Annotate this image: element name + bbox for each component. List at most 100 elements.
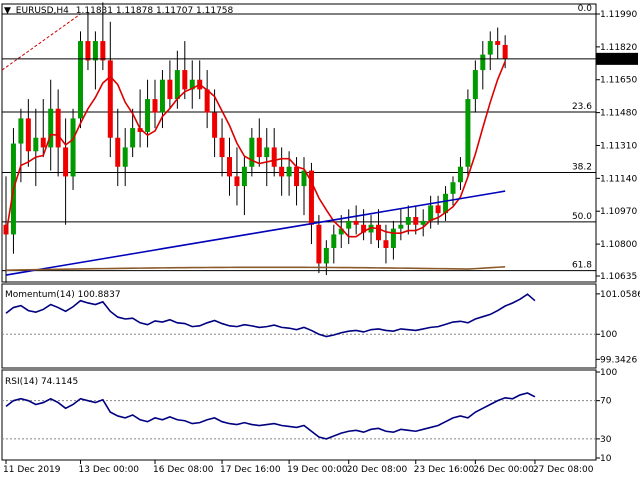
candle-body [450, 182, 456, 194]
time-tick-label: 27 Dec 08:00 [533, 465, 594, 475]
candle-body [353, 220, 359, 225]
time-tick-label: 17 Dec 16:00 [220, 465, 281, 475]
time-tick-label: 20 Dec 08:00 [347, 465, 408, 475]
candle-body [271, 147, 277, 167]
momentum-title: Momentum(14) 100.8837 [5, 290, 121, 300]
ohlc-label: 1.11831 1.11878 1.11707 1.11758 [76, 6, 234, 16]
candle-body [405, 217, 411, 225]
candle-body [219, 137, 225, 158]
candle-body [167, 79, 173, 100]
price-tick-label: 1.10635 [600, 272, 637, 282]
rsi-panel-frame [1, 369, 597, 461]
fast-moving-average-line [5, 61, 506, 238]
fib-label-38-2: 38.2 [572, 163, 592, 173]
price-tick-label: 1.11650 [600, 76, 637, 86]
candle-body [25, 118, 31, 152]
candle-body [227, 157, 232, 177]
fib-label-61-8: 61.8 [572, 261, 592, 271]
candle-body [70, 118, 76, 177]
rsi-tick-label: 70 [600, 397, 612, 407]
price-tick-label: 1.10800 [600, 240, 637, 250]
candle-body [159, 79, 165, 113]
candle-body [92, 41, 98, 61]
candle-body [241, 166, 247, 187]
time-tick-label: 11 Dec 2019 [3, 465, 61, 475]
candle-body [502, 44, 508, 59]
candle-body [78, 41, 83, 119]
candle-body [323, 247, 329, 264]
candle-body [85, 41, 91, 61]
candle-body [308, 170, 314, 225]
candle-body [495, 41, 501, 45]
candle-body [465, 99, 471, 167]
candle-body [264, 147, 270, 158]
price-tick-label: 1.11140 [600, 174, 637, 184]
rsi-tick-label: 100 [600, 368, 617, 378]
time-tick-label: 13 Dec 00:00 [79, 465, 140, 475]
candle-body [420, 220, 426, 225]
candle-body [40, 137, 46, 148]
candle-body [249, 137, 255, 167]
candle-body [346, 220, 352, 229]
candle-body [413, 217, 419, 225]
candle-body [100, 41, 106, 61]
candle-body [122, 147, 128, 167]
candle-body [390, 228, 396, 248]
candle-body [443, 193, 449, 214]
time-tick-label: 19 Dec 00:00 [287, 465, 348, 475]
candle-body [361, 224, 367, 233]
rsi-tick-label: 30 [600, 435, 612, 445]
candle-body [301, 170, 307, 187]
candle-body [115, 137, 121, 167]
time-tick-label: 16 Dec 08:00 [153, 465, 214, 475]
momentum-tick-label: 101.0586 [600, 290, 640, 300]
collapse-arrow-icon[interactable]: ▼ [4, 6, 11, 16]
candle-body [234, 176, 240, 187]
current-price-box [596, 52, 638, 65]
candle-body [152, 99, 158, 113]
candle-body [189, 79, 195, 90]
fib-label-23-6: 23.6 [572, 102, 592, 112]
fib-label-50-0: 50.0 [572, 212, 592, 222]
price-axis: 1.11990 1.11820 1.11650 1.11480 1.11310 1.111… [2, 10, 638, 282]
candle-body [63, 147, 69, 177]
candle-body [212, 112, 218, 138]
rsi-line [5, 392, 536, 440]
momentum-plot: 101.0586 100 99.3426 [2, 290, 640, 365]
rsi-title: RSI(14) 74.1145 [5, 377, 78, 387]
candle-body [398, 224, 404, 229]
mid-moving-average-line [5, 190, 506, 276]
candle-body [18, 118, 24, 144]
fib-label-0-0: 0.0 [578, 4, 593, 14]
candle-body [286, 166, 292, 177]
rsi-tick-label: 10 [600, 454, 612, 464]
candle-body [294, 166, 300, 187]
candlestick-series [3, 2, 508, 283]
candle-body [33, 137, 39, 152]
current-price-label: 1.11758 [599, 55, 636, 65]
candle-body [182, 70, 188, 90]
candle-body [383, 240, 389, 248]
diagonal-trend-line [1, 13, 81, 71]
candle-body [107, 60, 113, 138]
candle-body [487, 41, 493, 55]
candle-body [204, 89, 210, 113]
slow-moving-average-line [5, 265, 506, 271]
price-tick-label: 1.11480 [600, 109, 637, 119]
candle-body [174, 70, 180, 100]
candle-body [435, 205, 441, 214]
candle-body [55, 108, 61, 148]
symbol-label: EURUSD,H4 [16, 6, 69, 16]
price-tick-label: 1.11310 [600, 141, 637, 151]
time-axis: 11 Dec 2019 13 Dec 00:00 16 Dec 08:00 17 De… [3, 460, 594, 475]
candle-body [368, 224, 374, 233]
time-tick-label: 26 Dec 00:00 [473, 465, 534, 475]
rsi-plot: 100 70 30 10 [2, 368, 617, 464]
chart-header: ▼ EURUSD,H4 1.11831 1.11878 1.11707 1.11… [4, 6, 234, 16]
candle-body [457, 166, 463, 183]
candle-body [130, 128, 136, 148]
candle-body [145, 99, 151, 132]
candle-body [48, 108, 54, 148]
price-tick-label: 1.10970 [600, 207, 637, 217]
